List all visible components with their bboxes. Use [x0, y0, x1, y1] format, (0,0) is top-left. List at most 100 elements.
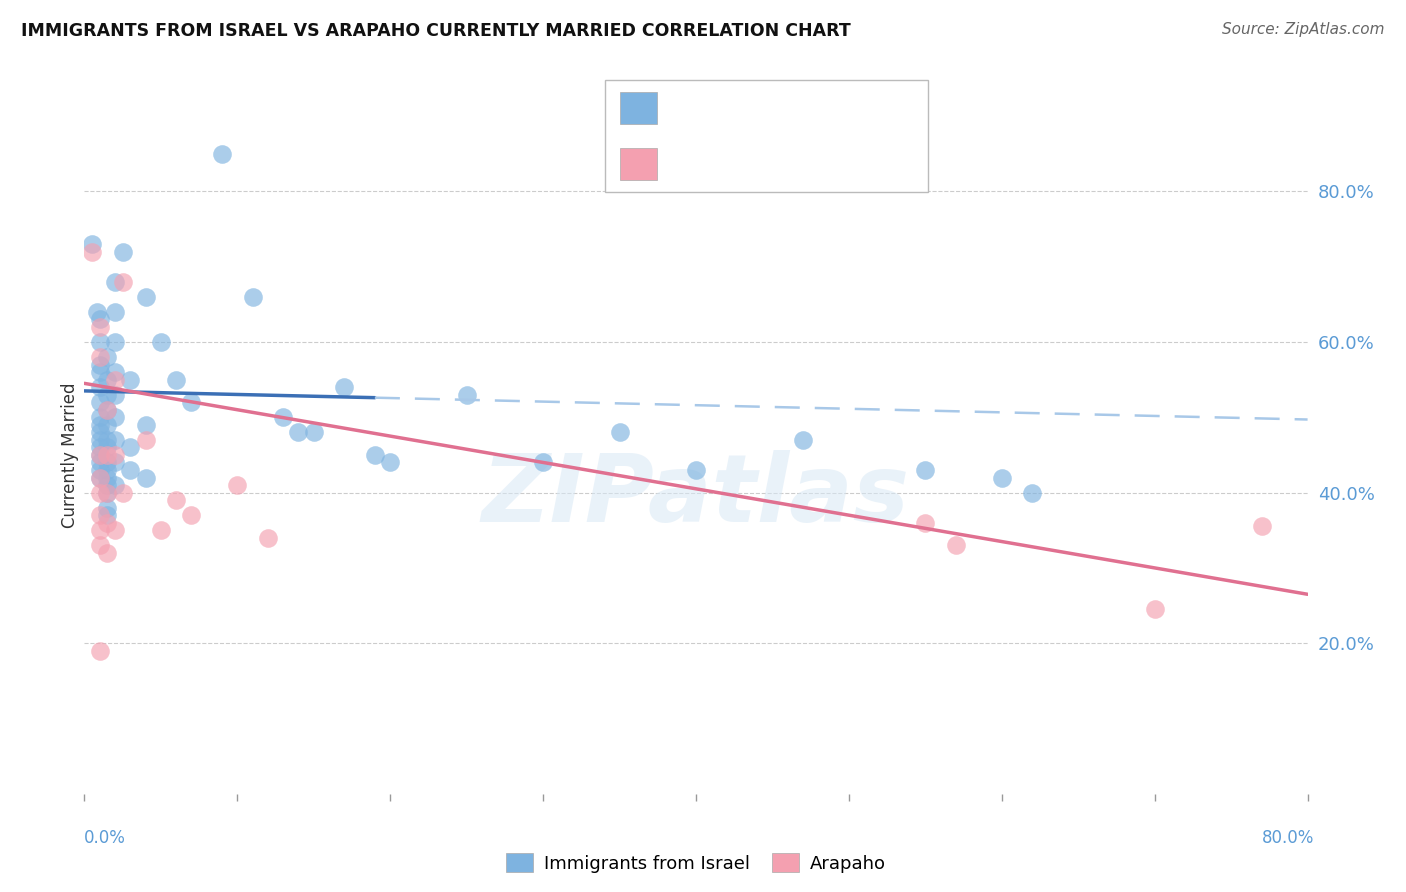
- Point: [89, 644, 111, 658]
- Point: [89, 312, 111, 326]
- Point: [89, 334, 111, 349]
- Y-axis label: Currently Married: Currently Married: [60, 382, 79, 528]
- Point: [89, 455, 111, 469]
- Point: [211, 146, 233, 161]
- Point: [89, 358, 111, 372]
- Point: [135, 290, 157, 304]
- Point: [96, 433, 118, 447]
- Point: [364, 448, 387, 462]
- Point: [89, 441, 111, 455]
- Point: [271, 410, 294, 425]
- Point: [1250, 519, 1272, 533]
- Point: [96, 478, 118, 492]
- Point: [80, 244, 103, 259]
- Point: [135, 417, 157, 432]
- Point: [1021, 485, 1043, 500]
- Point: [380, 455, 402, 469]
- Point: [104, 448, 127, 462]
- Point: [104, 334, 127, 349]
- Point: [242, 290, 264, 304]
- Point: [914, 463, 936, 477]
- Point: [89, 538, 111, 552]
- Point: [96, 485, 118, 500]
- Point: [120, 463, 142, 477]
- Point: [96, 373, 118, 387]
- Text: 80.0%: 80.0%: [1263, 829, 1315, 847]
- Point: [80, 237, 103, 252]
- Point: [96, 350, 118, 364]
- Point: [104, 373, 127, 387]
- Point: [89, 470, 111, 484]
- Point: [111, 244, 134, 259]
- Point: [96, 402, 118, 417]
- Point: [96, 485, 118, 500]
- Text: N = 66: N = 66: [801, 99, 865, 117]
- Text: Source: ZipAtlas.com: Source: ZipAtlas.com: [1222, 22, 1385, 37]
- Point: [89, 463, 111, 477]
- Point: [165, 373, 187, 387]
- Point: [89, 350, 111, 364]
- Point: [89, 425, 111, 440]
- Point: [456, 387, 478, 401]
- Point: [96, 387, 118, 401]
- Point: [180, 508, 202, 523]
- Point: [149, 334, 172, 349]
- Point: [333, 380, 356, 394]
- Text: R = -0.024: R = -0.024: [668, 99, 765, 117]
- Point: [89, 410, 111, 425]
- Point: [914, 516, 936, 530]
- Point: [685, 463, 707, 477]
- Point: [111, 485, 134, 500]
- Point: [96, 402, 118, 417]
- Point: [104, 523, 127, 537]
- Point: [89, 395, 111, 409]
- Point: [96, 516, 118, 530]
- Point: [135, 433, 157, 447]
- Point: [257, 531, 280, 545]
- Point: [104, 478, 127, 492]
- Point: [1143, 602, 1166, 616]
- Point: [120, 373, 142, 387]
- Point: [180, 395, 202, 409]
- Point: [135, 470, 157, 484]
- Point: [104, 305, 127, 319]
- Text: ZIPatlas: ZIPatlas: [482, 450, 910, 541]
- Text: N = 27: N = 27: [801, 155, 865, 173]
- Point: [89, 365, 111, 379]
- Legend: Immigrants from Israel, Arapaho: Immigrants from Israel, Arapaho: [499, 846, 893, 880]
- Text: R =  -0.361: R = -0.361: [668, 155, 770, 173]
- Point: [89, 448, 111, 462]
- Point: [89, 508, 111, 523]
- Point: [609, 425, 631, 440]
- Point: [792, 433, 814, 447]
- Point: [96, 470, 118, 484]
- Point: [120, 441, 142, 455]
- Point: [89, 470, 111, 484]
- Point: [89, 319, 111, 334]
- Point: [96, 441, 118, 455]
- Point: [226, 478, 249, 492]
- Point: [945, 538, 967, 552]
- Point: [991, 470, 1014, 484]
- Point: [302, 425, 325, 440]
- Point: [89, 448, 111, 462]
- Point: [96, 448, 118, 462]
- Point: [111, 275, 134, 289]
- Point: [89, 433, 111, 447]
- Point: [149, 523, 172, 537]
- Point: [96, 417, 118, 432]
- Text: IMMIGRANTS FROM ISRAEL VS ARAPAHO CURRENTLY MARRIED CORRELATION CHART: IMMIGRANTS FROM ISRAEL VS ARAPAHO CURREN…: [21, 22, 851, 40]
- Point: [96, 500, 118, 515]
- Point: [96, 546, 118, 560]
- Point: [104, 433, 127, 447]
- Point: [104, 365, 127, 379]
- Text: 0.0%: 0.0%: [84, 829, 127, 847]
- Point: [86, 305, 108, 319]
- Point: [96, 463, 118, 477]
- Point: [89, 523, 111, 537]
- Point: [89, 485, 111, 500]
- Point: [531, 455, 554, 469]
- Point: [96, 455, 118, 469]
- Point: [165, 493, 187, 508]
- Point: [104, 410, 127, 425]
